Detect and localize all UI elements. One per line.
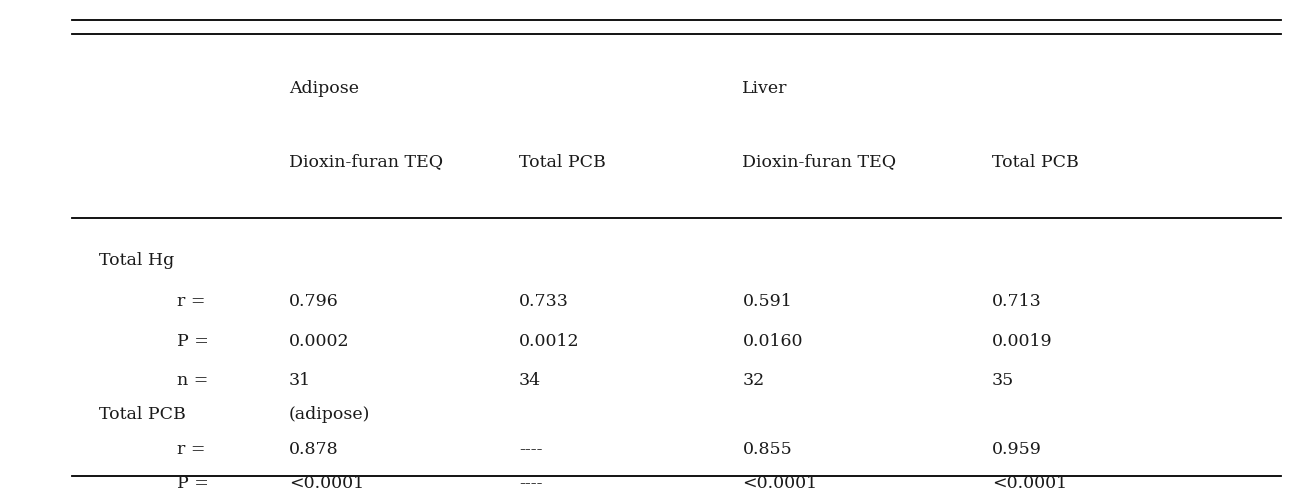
Text: Liver: Liver — [742, 80, 788, 97]
Text: <0.0001: <0.0001 — [992, 475, 1067, 491]
Text: Total PCB: Total PCB — [992, 154, 1079, 170]
Text: r =: r = — [177, 441, 206, 458]
Text: ----: ---- — [519, 475, 543, 491]
Text: P =: P = — [177, 333, 209, 350]
Text: 0.591: 0.591 — [742, 294, 792, 310]
Text: 0.0002: 0.0002 — [289, 333, 350, 350]
Text: 0.878: 0.878 — [289, 441, 339, 458]
Text: Dioxin-furan TEQ: Dioxin-furan TEQ — [289, 154, 443, 170]
Text: 0.0012: 0.0012 — [519, 333, 579, 350]
Text: P =: P = — [177, 475, 209, 491]
Text: 0.796: 0.796 — [289, 294, 339, 310]
Text: (adipose): (adipose) — [289, 407, 371, 423]
Text: <0.0001: <0.0001 — [289, 475, 364, 491]
Text: 0.0019: 0.0019 — [992, 333, 1053, 350]
Text: 0.959: 0.959 — [992, 441, 1042, 458]
Text: 0.0160: 0.0160 — [742, 333, 803, 350]
Text: Total PCB: Total PCB — [99, 407, 185, 423]
Text: ----: ---- — [519, 441, 543, 458]
Text: n =: n = — [177, 372, 209, 389]
Text: 32: 32 — [742, 372, 765, 389]
Text: 0.713: 0.713 — [992, 294, 1042, 310]
Text: r =: r = — [177, 294, 206, 310]
Text: Dioxin-furan TEQ: Dioxin-furan TEQ — [742, 154, 896, 170]
Text: 31: 31 — [289, 372, 311, 389]
Text: Adipose: Adipose — [289, 80, 359, 97]
Text: Total PCB: Total PCB — [519, 154, 606, 170]
Text: 0.855: 0.855 — [742, 441, 792, 458]
Text: <0.0001: <0.0001 — [742, 475, 817, 491]
Text: 35: 35 — [992, 372, 1014, 389]
Text: Total Hg: Total Hg — [99, 252, 173, 269]
Text: 0.733: 0.733 — [519, 294, 569, 310]
Text: 34: 34 — [519, 372, 541, 389]
